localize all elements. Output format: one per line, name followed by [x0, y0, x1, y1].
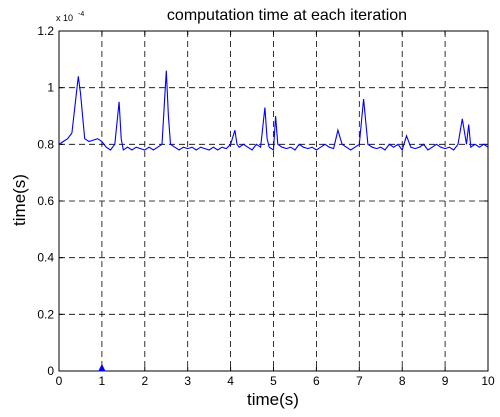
y-tick-label: 1.2 — [37, 24, 54, 38]
y-tick-label: 0.2 — [37, 307, 54, 321]
x-tick-label: 6 — [313, 374, 320, 388]
y-exponent-label: x 10 -4 — [56, 11, 84, 23]
x-tick-label: 9 — [442, 374, 449, 388]
y-exponent-power: -4 — [78, 11, 84, 18]
x-tick-labels: 0 1 2 3 4 5 6 7 8 9 10 — [56, 374, 495, 388]
x-axis-label: time(s) — [247, 390, 299, 409]
x-tick-label: 5 — [270, 374, 277, 388]
y-tick-label: 0 — [47, 364, 54, 378]
series-layer — [58, 70, 489, 372]
x-tick-label: 3 — [184, 374, 191, 388]
y-axis-label: time(s) — [10, 174, 29, 226]
y-tick-label: 1 — [47, 81, 54, 95]
axis-marker — [98, 363, 106, 372]
x-tick-label: 8 — [399, 374, 406, 388]
x-tick-label: 4 — [227, 374, 234, 388]
x-tick-label: 10 — [481, 374, 495, 388]
y-exponent-base: x 10 — [56, 13, 73, 23]
y-tick-label: 0.8 — [37, 137, 54, 151]
y-tick-labels: 0 0.2 0.4 0.6 0.8 1 1.2 — [37, 24, 54, 378]
chart-title: computation time at each iteration — [167, 7, 407, 24]
x-tick-label: 1 — [99, 374, 106, 388]
grid-lines — [59, 31, 488, 371]
x-tick-label: 2 — [141, 374, 148, 388]
x-tick-label: 0 — [56, 374, 63, 388]
x-tick-label: 7 — [356, 374, 363, 388]
y-tick-label: 0.4 — [37, 251, 54, 265]
y-tick-label: 0.6 — [37, 194, 54, 208]
series-line — [58, 70, 489, 152]
